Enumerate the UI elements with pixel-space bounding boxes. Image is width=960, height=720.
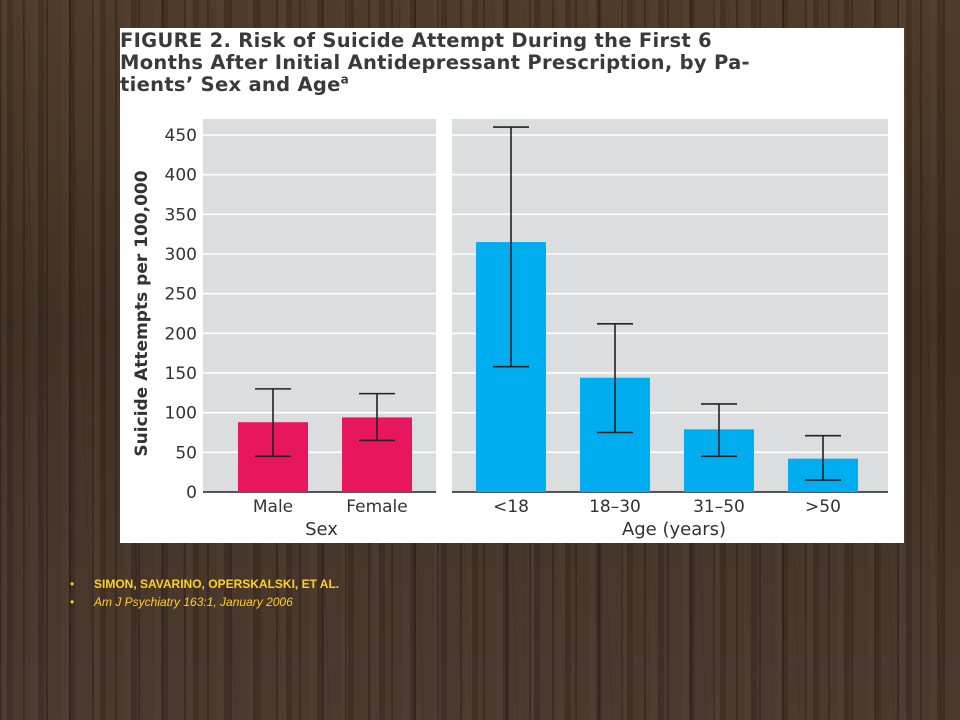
figure-title-line-2: Months After Initial Antidepressant Pres…	[120, 51, 750, 74]
x-axis-title: Sex	[305, 519, 338, 540]
y-tick-label: 0	[186, 483, 197, 503]
y-tick-label: 150	[165, 364, 197, 384]
y-tick-label: 100	[165, 404, 197, 424]
bullet-icon: •	[70, 577, 75, 591]
chart: Male Female Sex <18 18–30 31–50 >50 Age (years)…	[132, 119, 888, 540]
x-tick-label: Female	[346, 497, 407, 517]
reference-authors: SIMON, SAVARINO, OPERSKALSKI, ET AL.	[94, 577, 340, 591]
y-tick-label: 300	[165, 245, 197, 265]
reference-item-authors: • SIMON, SAVARINO, OPERSKALSKI, ET AL.	[70, 575, 339, 593]
chart-panel-2: <18 18–30 31–50 >50 Age (years)	[452, 119, 888, 540]
x-tick-label: <18	[493, 497, 529, 517]
y-tick-label: 350	[165, 205, 197, 225]
chart-panel-1: Male Female Sex	[203, 119, 436, 540]
y-axis-title: Suicide Attempts per 100,000	[132, 170, 152, 456]
y-tick-label: 450	[165, 126, 197, 146]
x-tick-label: Male	[253, 497, 293, 517]
figure-panel: FIGURE 2. Risk of Suicide Attempt During…	[120, 28, 904, 543]
footnote-marker: a	[340, 72, 350, 87]
y-tick-label: 200	[165, 324, 197, 344]
y-tick-label: 250	[165, 285, 197, 305]
x-tick-label: 31–50	[693, 497, 745, 517]
reference-journal: Am J Psychiatry 163:1, January 2006	[94, 595, 293, 609]
figure-title-line-1: FIGURE 2. Risk of Suicide Attempt During…	[120, 29, 712, 52]
bullet-icon: •	[70, 595, 75, 609]
y-tick-label: 50	[175, 443, 197, 463]
reference-item-journal: • Am J Psychiatry 163:1, January 2006	[70, 593, 339, 611]
y-tick-label: 400	[165, 166, 197, 186]
reference-list: • SIMON, SAVARINO, OPERSKALSKI, ET AL. •…	[70, 575, 339, 611]
x-tick-label: 18–30	[589, 497, 641, 517]
x-axis-title: Age (years)	[622, 519, 726, 540]
x-tick-label: >50	[805, 497, 841, 517]
figure-title-line-3: tients’ Sex and Agea	[120, 72, 350, 96]
